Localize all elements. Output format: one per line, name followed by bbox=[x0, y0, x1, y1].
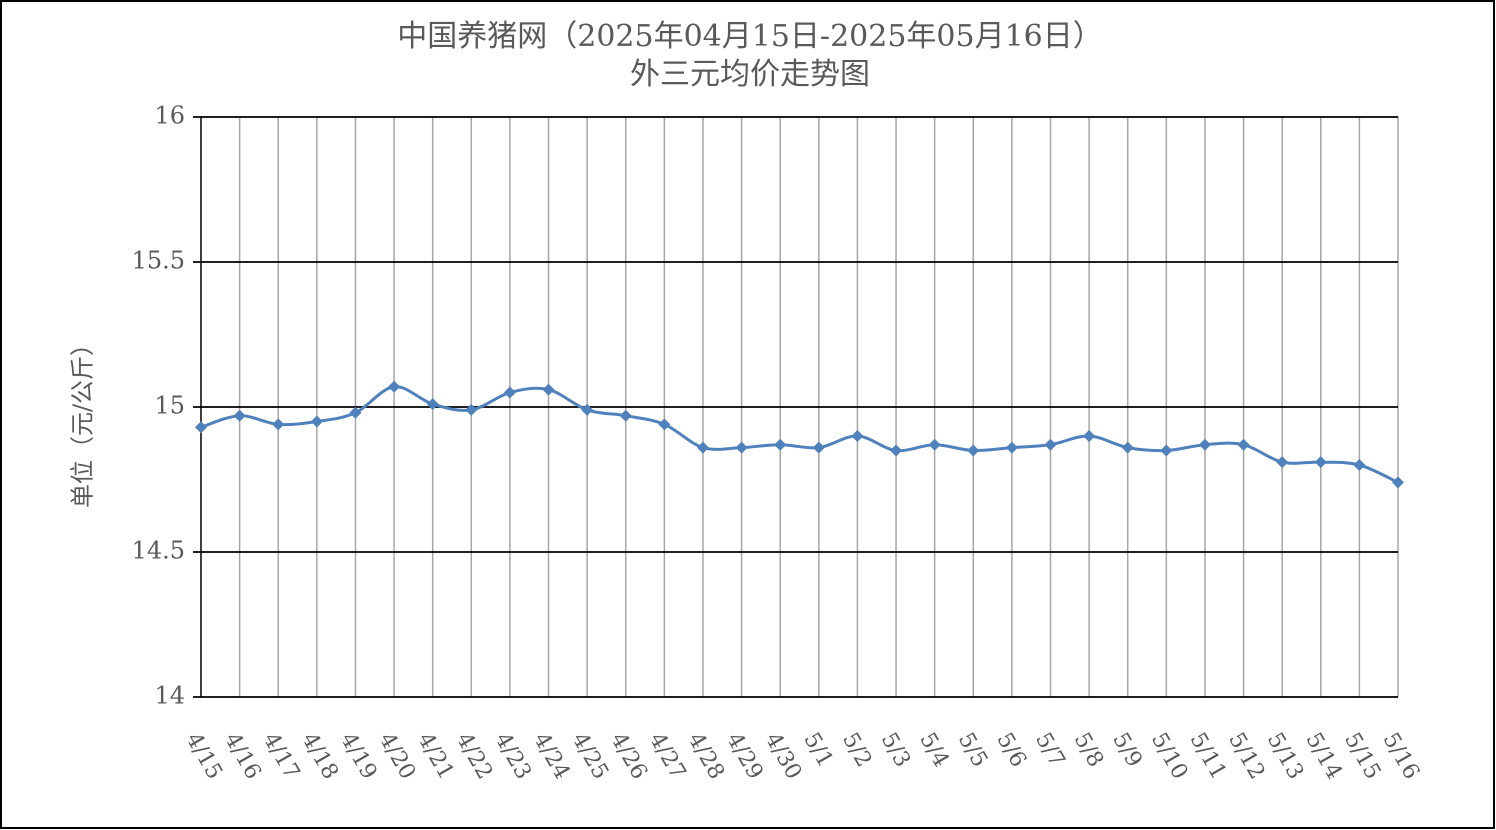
data-point bbox=[272, 418, 285, 431]
data-point bbox=[1044, 438, 1057, 451]
data-point bbox=[349, 406, 362, 419]
data-point bbox=[426, 398, 439, 411]
data-point bbox=[851, 430, 864, 442]
data-point bbox=[1005, 441, 1018, 454]
data-point bbox=[1198, 438, 1211, 451]
data-point bbox=[542, 383, 555, 396]
chart-title: 中国养猪网（2025年04月15日-2025年05月16日） bbox=[397, 19, 1103, 54]
y-tick-label: 14 bbox=[154, 682, 185, 710]
data-point bbox=[1353, 459, 1366, 471]
data-point bbox=[388, 380, 401, 393]
y-axis-label: 单位（元/公斤） bbox=[69, 332, 97, 508]
data-point bbox=[581, 403, 594, 416]
data-point bbox=[619, 409, 632, 422]
data-point bbox=[233, 409, 246, 422]
data-point bbox=[774, 438, 787, 451]
y-tick-label: 16 bbox=[154, 102, 185, 130]
y-tick-label: 15.5 bbox=[132, 247, 185, 275]
y-tick-label: 14.5 bbox=[132, 537, 185, 565]
data-point bbox=[735, 441, 748, 454]
data-point bbox=[890, 444, 903, 457]
y-tick-label: 15 bbox=[154, 392, 185, 420]
data-point bbox=[967, 444, 980, 457]
data-point bbox=[1160, 444, 1173, 457]
data-point bbox=[696, 441, 709, 454]
data-point bbox=[1083, 430, 1096, 442]
data-point bbox=[1237, 438, 1250, 451]
data-point bbox=[812, 441, 825, 454]
data-point bbox=[1392, 476, 1404, 489]
data-point bbox=[1276, 456, 1289, 469]
data-point bbox=[1314, 456, 1327, 469]
data-point bbox=[1121, 441, 1134, 454]
data-point bbox=[658, 418, 671, 431]
data-point bbox=[195, 421, 207, 434]
data-point bbox=[465, 403, 478, 416]
data-point bbox=[310, 415, 323, 428]
data-point bbox=[928, 438, 941, 451]
chart-subtitle: 外三元均价走势图 bbox=[630, 57, 870, 92]
data-point bbox=[503, 386, 516, 399]
